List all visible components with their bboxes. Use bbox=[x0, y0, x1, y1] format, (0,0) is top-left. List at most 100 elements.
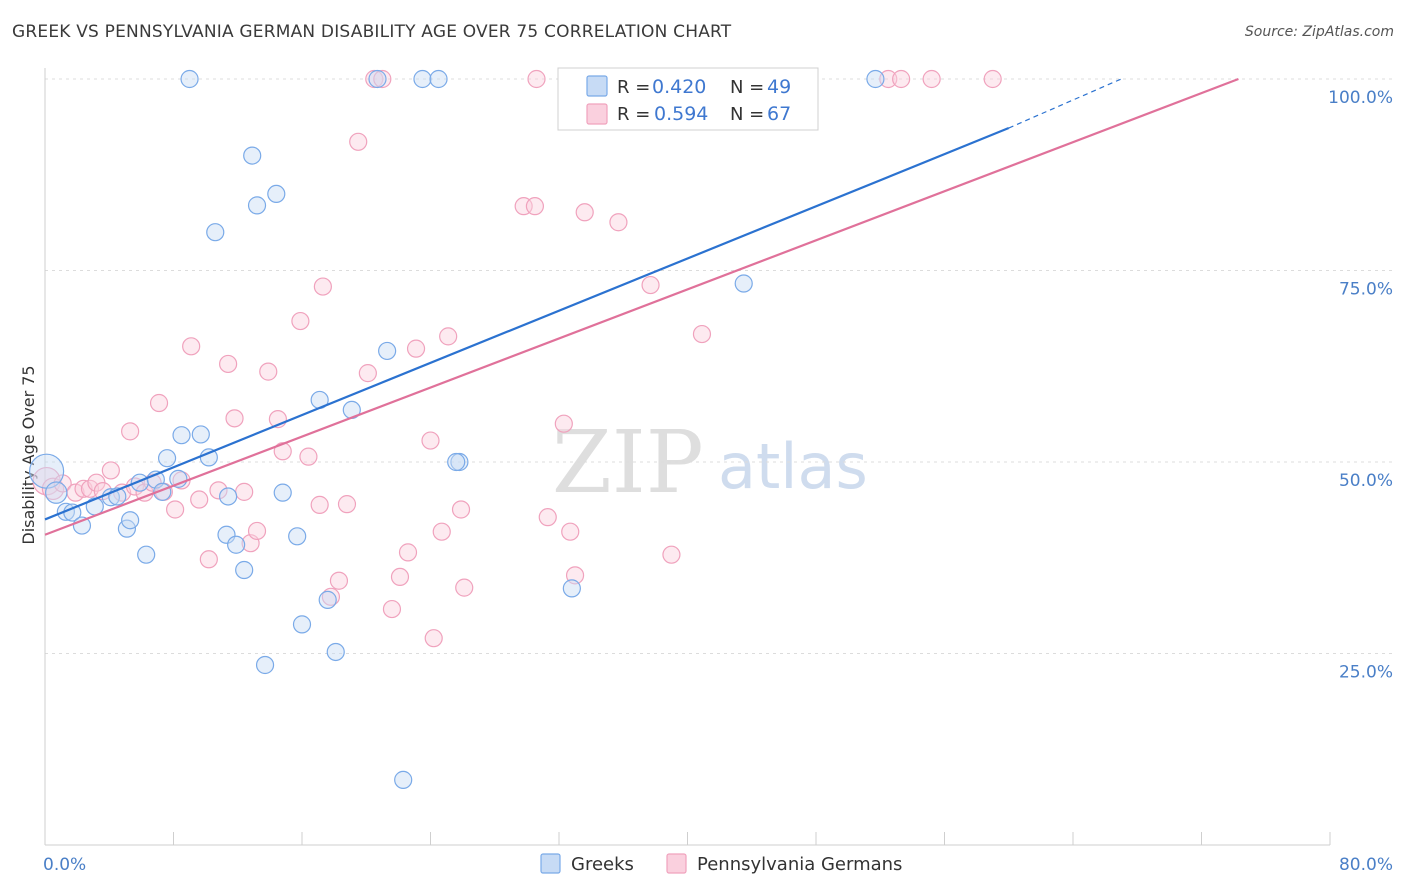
pg-point bbox=[259, 362, 278, 381]
pg-point bbox=[432, 522, 451, 541]
legend-n-label-pg: N = bbox=[730, 104, 764, 125]
legend-swatch-greeks bbox=[586, 75, 608, 97]
pg-point bbox=[235, 482, 254, 501]
pg-point bbox=[406, 339, 426, 358]
y-tick-label-50: 50.0% bbox=[1339, 471, 1393, 491]
pg-point bbox=[101, 461, 120, 480]
greek-point bbox=[180, 69, 199, 89]
pg-point bbox=[892, 69, 911, 89]
legend-n-label-greeks: N = bbox=[730, 77, 764, 98]
greek-point bbox=[288, 527, 307, 546]
greek-point bbox=[273, 483, 292, 502]
bottom-legend-swatch-pg bbox=[666, 853, 687, 874]
greek-point bbox=[429, 69, 448, 89]
greek-point bbox=[866, 69, 885, 89]
bottom-legend: Greeks Pennsylvania Germans bbox=[540, 853, 902, 875]
legend-n-value-pg: 67 bbox=[767, 103, 791, 125]
pg-point bbox=[182, 337, 201, 356]
watermark-atlas: atlas bbox=[718, 430, 868, 503]
greek-point bbox=[447, 452, 466, 472]
bottom-legend-label-pg: Pennsylvania Germans bbox=[697, 854, 902, 875]
greek-point bbox=[378, 341, 397, 361]
pg-point bbox=[121, 422, 140, 441]
greek-point bbox=[219, 487, 238, 506]
x-tick-marks bbox=[173, 832, 1331, 845]
greek-point bbox=[255, 655, 275, 675]
pg-point bbox=[424, 629, 443, 648]
watermark-zip: ZIP bbox=[552, 413, 704, 513]
pg-point bbox=[525, 197, 545, 216]
pg-trend-line bbox=[44, 77, 1239, 536]
greek-point bbox=[45, 481, 68, 504]
pg-point bbox=[149, 393, 169, 413]
pg-point bbox=[983, 69, 1002, 89]
pg-point bbox=[321, 587, 341, 606]
pg-point bbox=[313, 277, 332, 296]
greek-point bbox=[227, 535, 246, 554]
pg-point bbox=[662, 545, 681, 564]
pg-point bbox=[879, 69, 898, 89]
legend-r-value-greeks: 0.420 bbox=[652, 76, 706, 98]
source-label: Source: ZipAtlas.com bbox=[1244, 24, 1394, 40]
pg-point bbox=[390, 567, 410, 587]
pg-point bbox=[609, 213, 628, 232]
watermark: ZIP atlas bbox=[552, 413, 868, 513]
greek-point bbox=[191, 425, 210, 444]
pg-point bbox=[166, 500, 185, 519]
legend: R = 0.420 N = 49 R = 0.594 N = 67 bbox=[557, 67, 819, 131]
greek-point bbox=[206, 223, 225, 242]
greek-point bbox=[267, 184, 286, 203]
legend-r-label-pg: R = bbox=[617, 104, 650, 125]
pg-point bbox=[310, 495, 329, 514]
pg-point bbox=[199, 550, 218, 569]
greek-point bbox=[247, 196, 267, 215]
pg-point bbox=[561, 522, 580, 541]
pg-point bbox=[299, 447, 318, 466]
pg-point bbox=[527, 69, 546, 89]
y-axis-label: Disability Age Over 75 bbox=[19, 365, 38, 544]
pg-points bbox=[32, 69, 1002, 648]
pg-point bbox=[337, 495, 357, 514]
x-tick-label-min: 0.0% bbox=[43, 855, 86, 875]
greek-point bbox=[326, 642, 345, 662]
pg-point bbox=[329, 571, 349, 590]
legend-n-value-greeks: 49 bbox=[767, 76, 791, 98]
pg-point bbox=[439, 327, 458, 346]
pg-point bbox=[451, 500, 471, 519]
y-tick-label-75: 75.0% bbox=[1339, 280, 1393, 300]
greek-point bbox=[318, 590, 337, 609]
pg-point bbox=[349, 132, 368, 151]
greek-point bbox=[734, 274, 753, 293]
pg-point bbox=[190, 490, 209, 509]
greek-point bbox=[413, 69, 432, 89]
y-tick-label-25: 25.0% bbox=[1339, 663, 1393, 683]
pg-point bbox=[373, 69, 392, 89]
greek-point bbox=[137, 545, 156, 564]
bottom-legend-label-greeks: Greeks bbox=[571, 854, 634, 875]
greek-point bbox=[217, 525, 236, 544]
pg-point bbox=[692, 324, 712, 344]
pg-point bbox=[538, 508, 557, 527]
pg-point bbox=[225, 409, 244, 428]
pg-point bbox=[575, 203, 594, 222]
y-tick-labels: 100.0% 75.0% 50.0% 25.0% bbox=[1328, 88, 1393, 683]
pg-point bbox=[641, 275, 660, 295]
greek-point bbox=[235, 560, 254, 580]
legend-swatch-pg bbox=[586, 103, 608, 125]
greek-point bbox=[368, 69, 387, 89]
greek-trend-line bbox=[44, 127, 1010, 521]
pg-point bbox=[291, 311, 310, 331]
chart-title: GREEK VS PENNSYLVANIA GERMAN DISABILITY … bbox=[12, 22, 732, 42]
greek-point bbox=[157, 449, 177, 468]
greek-point bbox=[121, 511, 140, 530]
legend-r-value-pg: 0.594 bbox=[654, 103, 708, 125]
pg-point bbox=[922, 69, 941, 89]
greek-point bbox=[394, 770, 413, 789]
pg-point bbox=[247, 521, 267, 541]
x-tick-label-max: 80.0% bbox=[1339, 855, 1393, 875]
greek-point bbox=[172, 426, 191, 445]
greek-point bbox=[562, 579, 581, 598]
pg-point bbox=[273, 442, 292, 461]
legend-r-label-greeks: R = bbox=[617, 77, 650, 98]
pg-point bbox=[455, 578, 474, 597]
